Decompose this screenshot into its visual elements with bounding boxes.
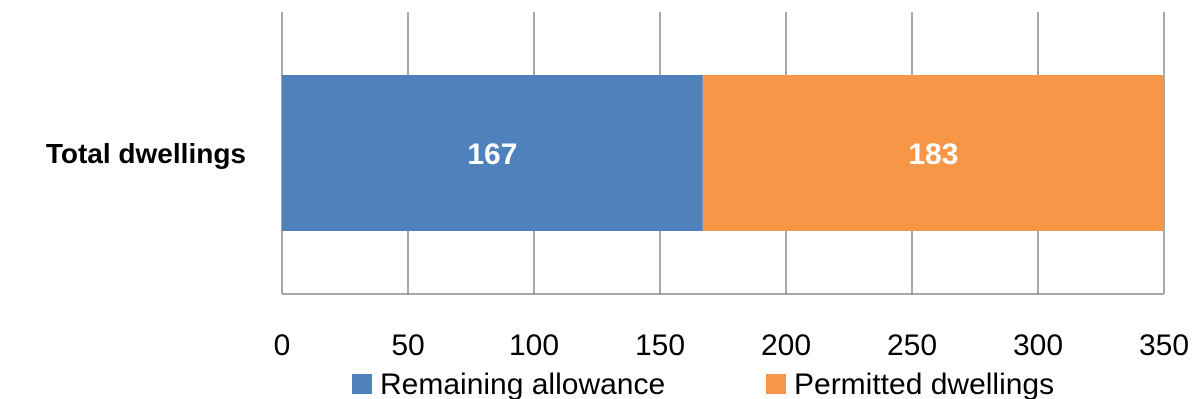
- x-tick-label-0: 0: [274, 329, 291, 362]
- x-tick-label-100: 100: [509, 329, 559, 362]
- category-labels: Total dwellings: [46, 138, 246, 169]
- legend-swatch-remaining-allowance: [352, 374, 372, 394]
- data-label-remaining-allowance: 167: [467, 138, 517, 171]
- bar-series: 167 183: [282, 75, 1164, 231]
- x-tick-label-50: 50: [391, 329, 424, 362]
- x-tick-labels: 0 50 100 150 200 250 300 350: [274, 329, 1189, 362]
- x-tick-label-300: 300: [1013, 329, 1063, 362]
- legend: Remaining allowance Permitted dwellings: [352, 368, 1054, 399]
- legend-label-remaining-allowance: Remaining allowance: [380, 368, 665, 399]
- data-label-permitted-dwellings: 183: [908, 138, 958, 171]
- x-tick-label-150: 150: [635, 329, 685, 362]
- x-tick-label-200: 200: [761, 329, 811, 362]
- legend-swatch-permitted-dwellings: [766, 374, 786, 394]
- x-tick-label-350: 350: [1139, 329, 1189, 362]
- x-tick-label-250: 250: [887, 329, 937, 362]
- category-label: Total dwellings: [46, 138, 246, 169]
- legend-label-permitted-dwellings: Permitted dwellings: [794, 368, 1054, 399]
